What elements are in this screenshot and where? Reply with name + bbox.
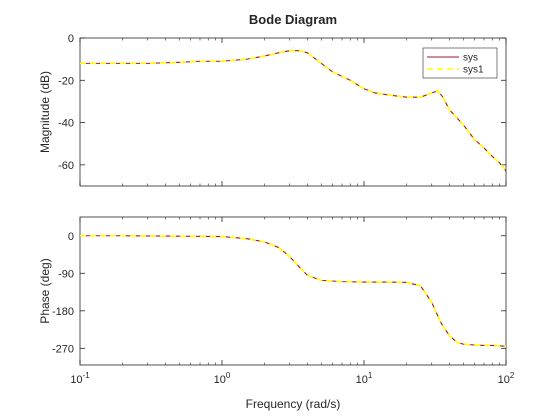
y-tick-label: 0 [68,33,74,45]
x-tick-label: 102 [498,371,515,386]
magnitude-series-sys1 [80,49,507,172]
x-tick-label: 10-1 [70,371,90,386]
y-tick-label: 0 [68,231,74,243]
y-tick-label: -180 [52,306,74,318]
legend-label-sys1: sys1 [463,65,484,76]
phase-axes-box [79,216,507,366]
phase-panel: 0 -90 -180 -270 Phase (deg) 10-1 100 101 102 [38,216,515,386]
y-tick-label: -20 [58,75,74,87]
magnitude-y-axis-label: Magnitude (dB) [38,71,52,153]
y-tick-label: -40 [58,118,74,130]
x-axis-label: Frequency (rad/s) [246,397,341,411]
phase-series-sys1 [80,234,507,348]
legend-box [422,47,498,79]
x-tick-label: 101 [356,371,373,386]
y-tick-label: -90 [58,268,74,280]
legend-label-sys: sys [463,53,478,64]
x-tick-label: 100 [214,371,231,386]
y-tick-label: -60 [58,160,74,172]
y-tick-label: -270 [52,343,74,355]
chart-title: Bode Diagram [249,12,337,27]
phase-y-axis-label: Phase (deg) [38,258,52,323]
